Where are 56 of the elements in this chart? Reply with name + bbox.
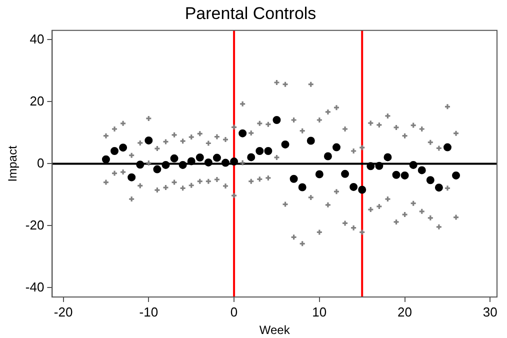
point xyxy=(315,170,324,178)
point xyxy=(102,155,110,164)
point xyxy=(306,136,315,145)
point xyxy=(212,154,221,162)
point xyxy=(426,176,434,184)
point xyxy=(204,158,212,166)
point xyxy=(324,152,332,160)
point xyxy=(272,116,281,124)
point xyxy=(128,173,136,182)
x-axis-title: Week xyxy=(259,323,291,338)
x-tick-label: -10 xyxy=(139,304,158,320)
point xyxy=(110,146,119,155)
point xyxy=(196,154,204,162)
x-tick-label: 0 xyxy=(230,304,238,320)
point xyxy=(392,170,400,179)
point xyxy=(162,160,170,169)
point xyxy=(290,174,298,183)
point xyxy=(178,160,187,169)
point xyxy=(153,165,162,174)
point xyxy=(187,157,196,166)
point xyxy=(418,166,426,174)
x-tick-label: -20 xyxy=(54,304,73,320)
point xyxy=(443,143,452,152)
x-tick-label: 20 xyxy=(398,304,412,320)
point xyxy=(256,146,264,155)
point xyxy=(434,184,443,192)
point xyxy=(119,144,128,152)
x-tick-label: 10 xyxy=(312,304,327,320)
x-tick-label: 30 xyxy=(482,304,498,320)
point xyxy=(222,158,230,167)
point xyxy=(264,146,272,155)
point xyxy=(452,171,460,180)
point xyxy=(136,160,144,169)
point xyxy=(281,140,290,148)
point xyxy=(247,153,256,162)
point xyxy=(144,136,153,144)
point xyxy=(400,171,409,180)
point xyxy=(238,129,247,138)
point xyxy=(230,158,238,166)
y-tick-label: -40 xyxy=(25,279,44,294)
y-axis-title: Impact xyxy=(6,145,20,182)
point xyxy=(409,160,418,169)
point xyxy=(375,162,384,170)
chart-title: Parental Controls xyxy=(184,4,316,23)
point xyxy=(350,182,358,191)
y-tick-label: 40 xyxy=(30,31,44,46)
y-tick-label: -20 xyxy=(25,217,44,232)
point xyxy=(341,170,350,178)
y-tick-label: 0 xyxy=(36,155,44,170)
point xyxy=(298,183,306,192)
point xyxy=(170,154,178,162)
point xyxy=(384,153,392,162)
point xyxy=(366,162,375,170)
point xyxy=(358,186,366,194)
point xyxy=(332,143,340,152)
y-tick-label: 20 xyxy=(30,93,44,108)
